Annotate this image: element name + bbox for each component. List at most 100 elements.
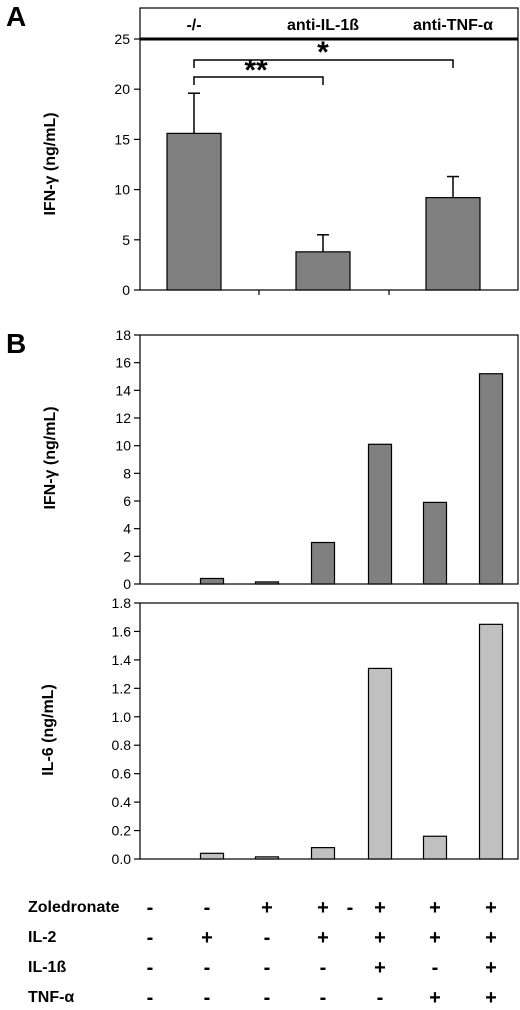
condition-label: IL-1ß (28, 959, 66, 976)
panel-b-il6-bars (199, 623, 504, 860)
condition-mark: + (429, 927, 441, 949)
panel-b-il6-y-axis-label: IL-6 (ng/mL) (40, 684, 57, 776)
panel-b-il6-bar (199, 852, 225, 860)
panel-b-il6-y-tick-label: 1.8 (112, 595, 132, 611)
condition-mark: + (485, 987, 497, 1009)
condition-mark: - (264, 927, 271, 949)
condition-mark: - (204, 957, 211, 979)
panel-b-ifn-bar (254, 581, 280, 585)
panel-a-y-tick-label: 25 (114, 31, 130, 47)
condition-mark: + (261, 897, 273, 919)
panel-a-group-label: anti-IL-1ß (287, 17, 359, 34)
condition-mark: - (204, 987, 211, 1009)
panel-b-il6-y-tick-label: 1.4 (112, 652, 132, 668)
panel-a-significance-label: * (317, 36, 329, 69)
condition-mark: - (432, 957, 439, 979)
panel-a-group-label: anti-TNF-α (413, 17, 493, 34)
panel-b-ifn-y-tick-label: 12 (115, 410, 131, 426)
panel-a-letter: A (6, 1, 26, 32)
condition-mark: - (377, 987, 384, 1009)
panel-b-ifn-y-axis: 0 2 4 6 8 10 12 14 16 18 (115, 327, 140, 592)
panel-b-il6-y-tick-label: 0.2 (112, 823, 132, 839)
panel-b-ifn-y-tick-label: 10 (115, 438, 131, 454)
panel-b-ifn-bar (310, 541, 336, 585)
panel-b-il6-bar (367, 667, 393, 860)
panel-b-ifn-bar (199, 577, 225, 585)
panel-b-ifn: B 0 2 4 6 8 10 12 14 16 18 IFN-γ (ng/mL) (6, 327, 519, 592)
panel-a-bar (295, 251, 351, 291)
condition-label: TNF-α (28, 989, 74, 1006)
panel-b-il6-y-tick-label: 1.6 (112, 623, 132, 639)
condition-mark: + (429, 897, 441, 919)
panel-b-il6-bar (422, 835, 448, 860)
panel-a-bar (425, 197, 481, 291)
panel-b-letter: B (6, 328, 26, 359)
panel-b-il6-y-tick-label: 1.0 (112, 709, 132, 725)
panel-b-il6-y-tick-label: 0.8 (112, 737, 132, 753)
condition-mark: + (374, 897, 386, 919)
panel-b-ifn-y-tick-label: 2 (123, 548, 131, 564)
panel-a-y-tick-label: 5 (122, 232, 130, 248)
panel-a-significance: *** (193, 36, 454, 87)
panel-b-ifn-bar (367, 443, 393, 585)
condition-label: IL-2 (28, 929, 57, 946)
panel-b-ifn-bar (422, 501, 448, 585)
condition-mark: + (429, 987, 441, 1009)
panel-b-ifn-bar (478, 373, 504, 585)
condition-mark: - (204, 897, 211, 919)
panel-a-error-bars (188, 92, 459, 252)
condition-mark: - (147, 987, 154, 1009)
panel-a-significance-label: ** (244, 54, 268, 87)
panel-a-y-axis-label: IFN-γ (ng/mL) (42, 112, 59, 215)
condition-mark: - (264, 987, 271, 1009)
condition-mark: - (320, 957, 327, 979)
condition-mark: - (264, 957, 271, 979)
panel-b-ifn-y-tick-label: 14 (115, 382, 131, 398)
condition-table: Zoledronate - - + + + + +IL-2- + - + + + +IL-1ß - - - - + -… (28, 897, 497, 1009)
panel-b-il6-frame (139, 602, 519, 860)
panel-b-ifn-bars (199, 373, 504, 585)
panel-a-y-tick-label: 10 (114, 182, 130, 198)
condition-mark: + (201, 927, 213, 949)
condition-mark: + (374, 957, 386, 979)
panel-b-il6-y-tick-label: 1.2 (112, 680, 132, 696)
panel-b-il6-y-tick-label: 0.0 (112, 851, 132, 867)
condition-mark: - (147, 957, 154, 979)
condition-mark: - (147, 927, 154, 949)
panel-b-ifn-y-axis-label: IFN-γ (ng/mL) (42, 406, 59, 509)
panel-a-bar (166, 132, 222, 291)
condition-mark: - (147, 897, 154, 919)
panel-a-y-tick-label: 0 (122, 282, 130, 298)
panel-a-bars (166, 132, 481, 291)
panel-b-il6-y-axis: 0.0 0.2 0.4 0.6 0.8 1.0 1.2 1.4 1.6 1.8 (112, 595, 140, 867)
panel-b-il6-bar (478, 623, 504, 860)
panel-b-il6-bar (310, 847, 336, 860)
panel-b-ifn-y-tick-label: 6 (123, 493, 131, 509)
condition-mark: + (485, 927, 497, 949)
panel-b-ifn-y-tick-label: 18 (115, 327, 131, 343)
condition-mark: + (317, 927, 329, 949)
condition-mark: + (317, 897, 329, 919)
panel-b-ifn-y-tick-label: 4 (123, 521, 131, 537)
panel-a-significance-bracket (193, 59, 454, 68)
panel-b-ifn-y-tick-label: 0 (123, 576, 131, 592)
condition-stray-mark: - (347, 897, 354, 919)
panel-b-ifn-y-tick-label: 8 (123, 465, 131, 481)
panel-a-y-tick-label: 20 (114, 81, 130, 97)
panel-a-group-labels: -/- anti-IL-1ß anti-TNF-α (186, 17, 493, 34)
panel-b-il6: 0.0 0.2 0.4 0.6 0.8 1.0 1.2 1.4 1.6 1.8 IL-6 (ng/… (40, 595, 519, 867)
panel-a-y-tick-label: 15 (114, 131, 130, 147)
condition-mark: + (485, 897, 497, 919)
panel-a-y-axis: 0 5 10 15 20 25 (114, 31, 390, 298)
panel-b-ifn-y-tick-label: 16 (115, 355, 131, 371)
panel-a-significance-bracket (193, 76, 324, 85)
condition-mark: + (374, 927, 386, 949)
condition-label: Zoledronate (28, 899, 120, 916)
panel-a-group-label: -/- (186, 17, 201, 34)
condition-mark: - (320, 987, 327, 1009)
condition-mark: + (485, 957, 497, 979)
panel-b-il6-y-tick-label: 0.4 (112, 794, 132, 810)
panel-b-il6-y-tick-label: 0.6 (112, 766, 132, 782)
